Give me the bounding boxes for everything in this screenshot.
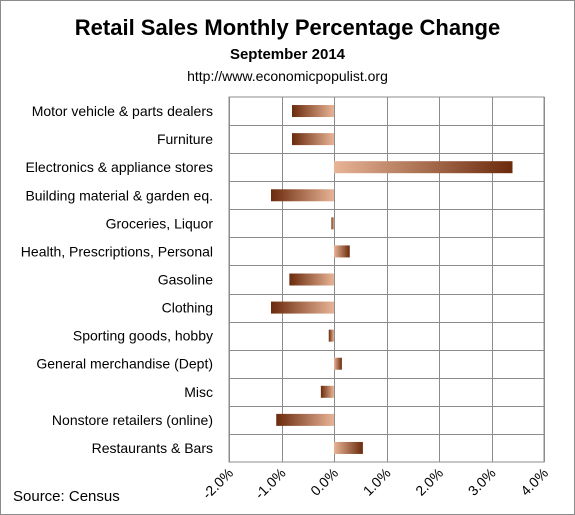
- category-label: Restaurants & Bars: [92, 440, 213, 456]
- bar: [331, 217, 334, 230]
- x-tick-labels: -2.0% -1.0% 0.0% 1.0% 2.0% 3.0% 4.0%: [199, 465, 551, 502]
- category-labels: Motor vehicle & parts dealers Furniture El…: [21, 103, 214, 456]
- bar: [334, 357, 342, 370]
- category-label: Electronics & appliance stores: [25, 159, 213, 175]
- category-label: Groceries, Liquor: [106, 215, 214, 231]
- category-label: Misc: [184, 384, 213, 400]
- source-note: Source: Census: [13, 488, 120, 505]
- category-label: Gasoline: [158, 272, 213, 288]
- x-tick-label: 1.0%: [360, 465, 394, 499]
- x-tick-label: 3.0%: [465, 465, 499, 499]
- x-tick-label: 2.0%: [412, 465, 446, 499]
- grid-lines: [228, 96, 545, 463]
- bar: [334, 441, 363, 454]
- category-label: Nonstore retailers (online): [52, 412, 213, 428]
- bar: [328, 329, 334, 342]
- bar: [334, 245, 350, 258]
- bar: [271, 301, 334, 314]
- plot-area: [228, 96, 545, 463]
- bar: [271, 189, 334, 202]
- category-label: Sporting goods, hobby: [73, 328, 213, 344]
- bar: [289, 273, 334, 286]
- source-url: http://www.economicpopulist.org: [187, 68, 388, 84]
- x-tick-label: 4.0%: [517, 465, 551, 499]
- category-label: Health, Prescriptions, Personal: [21, 243, 213, 259]
- bar: [292, 105, 334, 118]
- bar: [334, 161, 513, 174]
- category-label: Clothing: [162, 300, 213, 316]
- category-label: Motor vehicle & parts dealers: [32, 103, 213, 119]
- x-tick-label: -2.0%: [199, 465, 236, 502]
- chart-subtitle: September 2014: [229, 46, 346, 63]
- bar: [320, 385, 334, 398]
- bar: [292, 133, 334, 146]
- x-tick-label: 0.0%: [307, 465, 341, 499]
- chart-title: Retail Sales Monthly Percentage Change: [74, 15, 501, 40]
- category-label: Building material & garden eq.: [25, 187, 213, 203]
- x-tick-label: -1.0%: [251, 465, 288, 502]
- category-label: General merchandise (Dept): [36, 356, 213, 372]
- bars: [271, 105, 513, 454]
- bar: [276, 413, 334, 426]
- category-label: Furniture: [157, 131, 213, 147]
